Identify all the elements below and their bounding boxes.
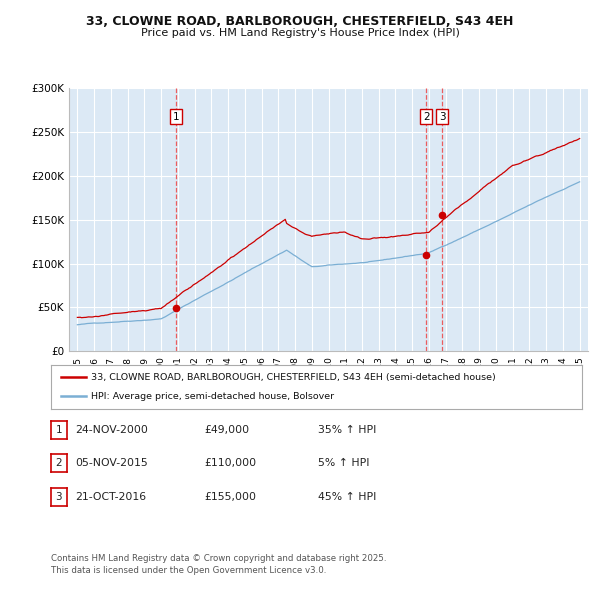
Text: Price paid vs. HM Land Registry's House Price Index (HPI): Price paid vs. HM Land Registry's House … [140, 28, 460, 38]
Text: 5% ↑ HPI: 5% ↑ HPI [318, 458, 370, 468]
Text: 24-NOV-2000: 24-NOV-2000 [75, 425, 148, 435]
Text: 3: 3 [439, 112, 446, 122]
Text: 21-OCT-2016: 21-OCT-2016 [75, 492, 146, 502]
Text: £110,000: £110,000 [204, 458, 256, 468]
Text: 3: 3 [55, 492, 62, 502]
Text: 05-NOV-2015: 05-NOV-2015 [75, 458, 148, 468]
Text: 1: 1 [173, 112, 179, 122]
Text: 33, CLOWNE ROAD, BARLBOROUGH, CHESTERFIELD, S43 4EH (semi-detached house): 33, CLOWNE ROAD, BARLBOROUGH, CHESTERFIE… [91, 372, 496, 382]
Text: HPI: Average price, semi-detached house, Bolsover: HPI: Average price, semi-detached house,… [91, 392, 334, 401]
Text: 2: 2 [423, 112, 430, 122]
Text: 45% ↑ HPI: 45% ↑ HPI [318, 492, 376, 502]
Text: 35% ↑ HPI: 35% ↑ HPI [318, 425, 376, 435]
Text: 2: 2 [55, 458, 62, 468]
Text: 1: 1 [55, 425, 62, 435]
Text: £155,000: £155,000 [204, 492, 256, 502]
Text: 33, CLOWNE ROAD, BARLBOROUGH, CHESTERFIELD, S43 4EH: 33, CLOWNE ROAD, BARLBOROUGH, CHESTERFIE… [86, 15, 514, 28]
Text: £49,000: £49,000 [204, 425, 249, 435]
Text: Contains HM Land Registry data © Crown copyright and database right 2025.
This d: Contains HM Land Registry data © Crown c… [51, 554, 386, 575]
